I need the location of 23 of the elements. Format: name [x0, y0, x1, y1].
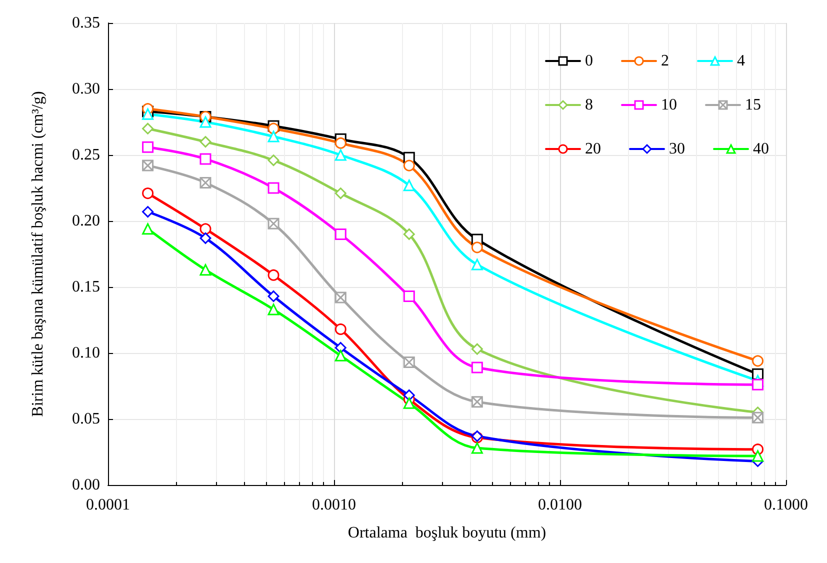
y-tick-label: 0.35	[72, 14, 100, 32]
y-axis-title: Birim kütle başına kümülatif boşluk hacmi (cm³/g)	[30, 91, 46, 417]
legend-label: 10	[661, 96, 677, 114]
legend-label: 30	[669, 140, 685, 158]
x-tick-label: 0.0001	[86, 496, 130, 514]
legend-label: 0	[585, 52, 593, 70]
legend-label: 20	[585, 140, 601, 158]
y-tick-label: 0.10	[72, 344, 100, 362]
y-tick-label: 0.05	[72, 410, 100, 428]
x-tick-label: 0.1000	[764, 496, 808, 514]
legend-label: 8	[585, 96, 593, 114]
x-tick-label: 0.0010	[312, 496, 356, 514]
y-tick-label: 0.15	[72, 278, 100, 296]
legend-label: 15	[745, 96, 761, 114]
x-tick-label: 0.0100	[538, 496, 582, 514]
legend-label: 2	[661, 52, 669, 70]
legend-label: 40	[753, 140, 769, 158]
y-tick-label: 0.00	[72, 476, 100, 494]
legend-label: 4	[737, 52, 745, 70]
x-axis-title: Ortalama boşluk boyutu (mm)	[348, 524, 546, 542]
y-tick-label: 0.20	[72, 212, 100, 230]
y-tick-label: 0.30	[72, 80, 100, 98]
y-tick-label: 0.25	[72, 146, 100, 164]
